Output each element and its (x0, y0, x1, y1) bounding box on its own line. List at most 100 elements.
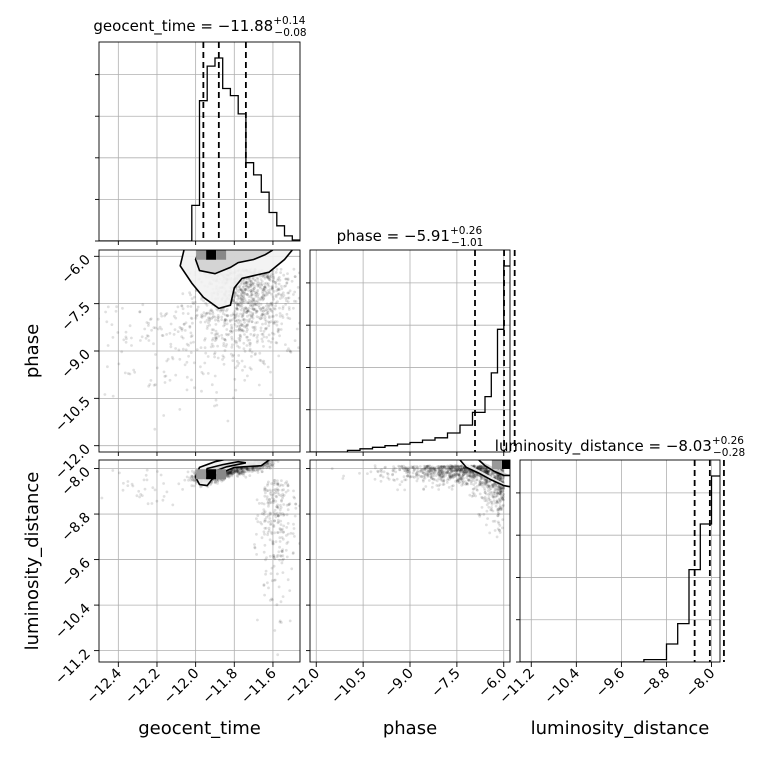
scatter-point (150, 328, 154, 332)
scatter-point (498, 491, 502, 494)
scatter-point (499, 487, 502, 491)
scatter-point (280, 499, 283, 503)
scatter-point (143, 487, 147, 491)
scatter-point (216, 480, 220, 483)
scatter-point (244, 324, 248, 328)
scatter-point (373, 464, 377, 468)
scatter-point (271, 280, 275, 283)
scatter-point (289, 350, 292, 353)
scatter-point (272, 554, 276, 558)
scatter-point (263, 275, 267, 279)
scatter-point (485, 478, 488, 482)
scatter-point (482, 465, 486, 469)
scatter-point (385, 471, 389, 475)
scatter-point (180, 335, 184, 339)
scatter-point (445, 467, 448, 471)
scatter-point (276, 483, 279, 487)
scatter-point (430, 476, 433, 480)
scatter-point (162, 495, 166, 498)
scatter-point (286, 522, 290, 525)
scatter-point (479, 466, 483, 469)
scatter-point (192, 340, 195, 344)
scatter-point (267, 291, 271, 295)
scatter-point (462, 466, 466, 470)
scatter-point (242, 470, 246, 474)
scatter-point (460, 475, 463, 479)
scatter-point (450, 487, 454, 491)
scatter-point (276, 653, 280, 657)
scatter-point (227, 472, 231, 476)
scatter-point (431, 465, 434, 469)
scatter-point (156, 317, 160, 321)
scatter-point (248, 347, 252, 351)
scatter-point (265, 302, 269, 306)
scatter-point (267, 284, 271, 288)
hist1d-frame (519, 459, 721, 663)
scatter-point (247, 468, 251, 472)
scatter-point (194, 316, 198, 320)
scatter-point (217, 319, 220, 323)
scatter-point (484, 467, 488, 470)
scatter-point (465, 482, 469, 485)
scatter-point (484, 469, 487, 472)
scatter-point (263, 285, 267, 289)
scatter-point (286, 508, 290, 512)
scatter-point (431, 477, 435, 481)
scatter-point (452, 469, 456, 473)
scatter-point (431, 481, 435, 485)
scatter-point (260, 457, 263, 460)
scatter-point (379, 479, 383, 483)
scatter-point (493, 529, 497, 532)
scatter-point (477, 473, 481, 477)
scatter-point (446, 466, 450, 469)
scatter-point (281, 558, 284, 562)
scatter-point (266, 275, 269, 278)
scatter-point (240, 306, 244, 310)
scatter-point (273, 519, 276, 523)
scatter-point (422, 464, 426, 468)
scatter-point (460, 464, 463, 468)
scatter-point (266, 307, 270, 310)
scatter-point (401, 466, 405, 470)
scatter-point (463, 471, 467, 475)
scatter-point (472, 479, 476, 483)
scatter-point (230, 469, 234, 473)
scatter-point (234, 388, 238, 392)
scatter-point (262, 309, 265, 313)
scatter-point (465, 476, 469, 480)
scatter-point (253, 546, 257, 550)
scatter-point (480, 483, 484, 486)
scatter-point (224, 338, 227, 342)
scatter-point (437, 471, 441, 475)
scatter-point (493, 501, 497, 505)
scatter-point (433, 478, 437, 482)
density-cell (196, 469, 207, 480)
scatter-point (204, 351, 208, 355)
scatter-point (472, 464, 476, 468)
scatter-point (238, 287, 242, 291)
scatter-point (226, 472, 230, 476)
scatter-point (216, 482, 219, 485)
scatter-point (282, 503, 286, 506)
scatter-point (499, 493, 502, 497)
scatter-point (279, 271, 282, 274)
scatter-point (444, 471, 448, 474)
scatter-point (498, 485, 502, 489)
scatter-point (254, 291, 258, 295)
scatter-point (278, 312, 282, 315)
scatter-point (229, 470, 232, 474)
scatter-point (227, 475, 231, 479)
scatter-point (286, 278, 290, 282)
scatter-point (442, 473, 446, 477)
scatter-point (252, 307, 256, 311)
scatter-point (440, 479, 444, 483)
scatter-point (257, 383, 261, 387)
scatter-point (408, 470, 411, 474)
scatter-point (279, 530, 283, 534)
scatter-point (279, 494, 283, 497)
scatter-point (251, 302, 255, 305)
scatter-point (240, 304, 244, 307)
scatter-point (174, 373, 178, 377)
scatter-point (270, 597, 273, 601)
scatter-point (292, 293, 295, 296)
